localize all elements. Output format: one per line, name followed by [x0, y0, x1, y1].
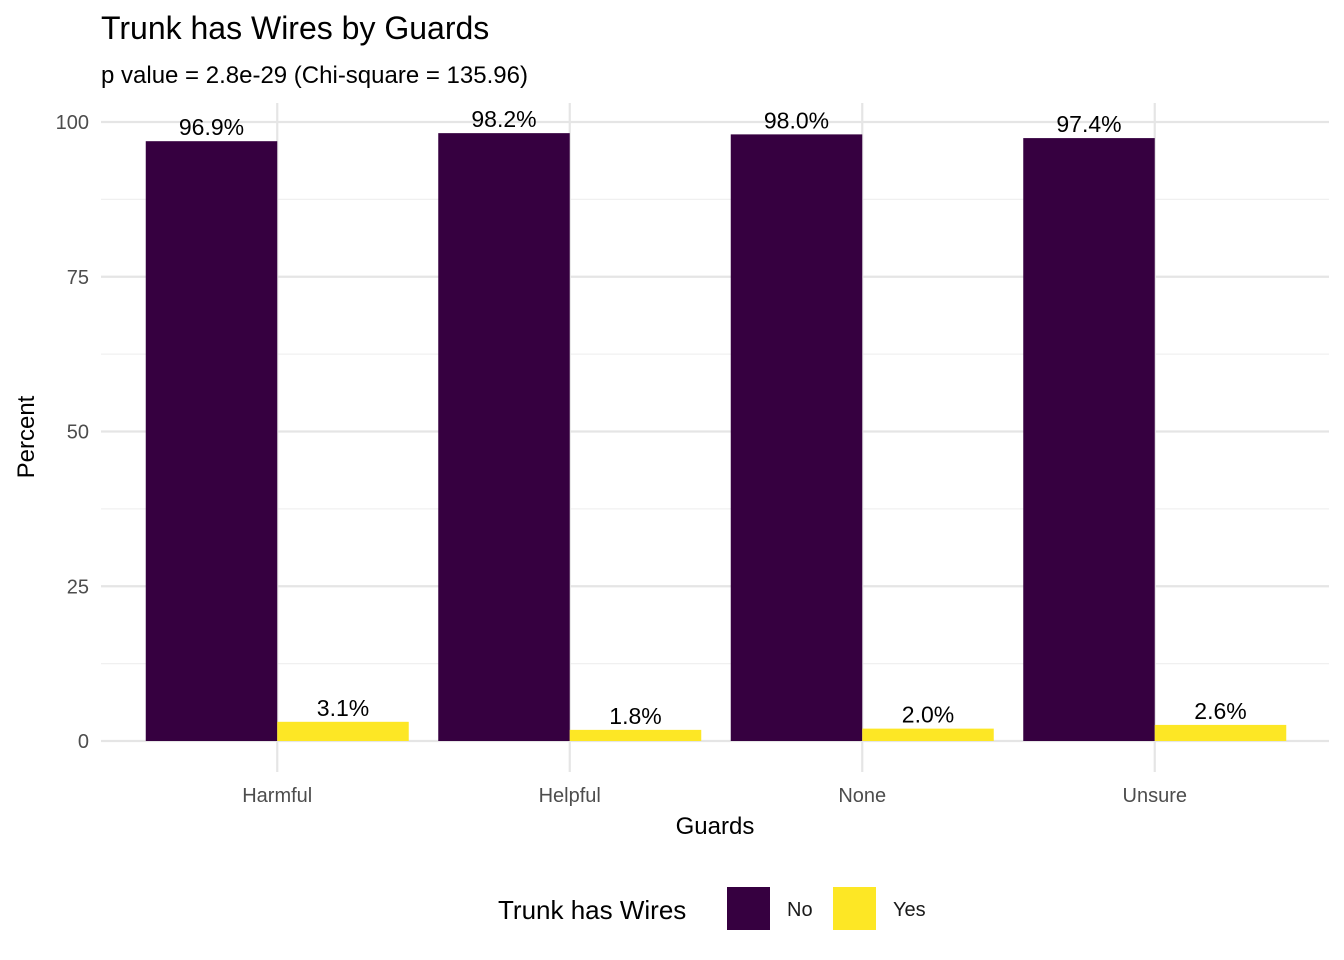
bar-no-unsure [1023, 138, 1155, 741]
data-label-yes-none: 2.0% [902, 702, 954, 728]
y-tick-label: 75 [67, 267, 89, 289]
y-tick-label: 25 [67, 576, 89, 598]
y-tick-label: 100 [56, 112, 89, 134]
chart-title: Trunk has Wires by Guards [101, 10, 489, 46]
x-tick-label: Harmful [242, 785, 312, 807]
bar-yes-unsure [1154, 724, 1287, 741]
y-axis-ticks: 0 25 50 75 100 [56, 112, 89, 753]
data-label-yes-helpful: 1.8% [609, 703, 661, 729]
bar-yes-harmful [277, 721, 409, 741]
legend-swatch-yes [833, 887, 876, 930]
x-axis-ticks: Harmful Helpful None Unsure [242, 785, 1187, 807]
legend: Trunk has Wires No Yes [498, 887, 926, 930]
bar-yes-none [862, 728, 994, 741]
legend-swatch-no [727, 887, 770, 930]
x-tick-label: Helpful [539, 785, 601, 807]
x-axis-title: Guards [676, 813, 755, 840]
data-label-no-helpful: 98.2% [471, 106, 536, 132]
legend-title: Trunk has Wires [498, 895, 686, 925]
x-tick-label: Unsure [1123, 785, 1187, 807]
legend-label-no: No [787, 899, 813, 921]
bar-no-harmful [145, 141, 278, 742]
bar-yes-helpful [569, 729, 702, 741]
legend-label-yes: Yes [893, 899, 926, 921]
y-tick-label: 0 [78, 731, 89, 753]
data-label-no-unsure: 97.4% [1056, 111, 1121, 137]
x-tick-label: None [838, 785, 886, 807]
y-tick-label: 50 [67, 422, 89, 444]
y-axis-title: Percent [13, 395, 40, 478]
bar-no-helpful [438, 133, 570, 742]
data-label-no-none: 98.0% [764, 107, 829, 133]
bar-series [145, 133, 1287, 742]
bar-no-none [730, 134, 863, 741]
data-label-yes-unsure: 2.6% [1194, 698, 1246, 724]
data-label-no-harmful: 96.9% [179, 114, 244, 140]
data-labels: 96.9% 98.2% 98.0% 97.4% 3.1% 1.8% 2.0% 2.6% [179, 106, 1247, 729]
chart-subtitle: p value = 2.8e-29 (Chi-square = 135.96) [101, 62, 528, 89]
data-label-yes-harmful: 3.1% [317, 695, 369, 721]
